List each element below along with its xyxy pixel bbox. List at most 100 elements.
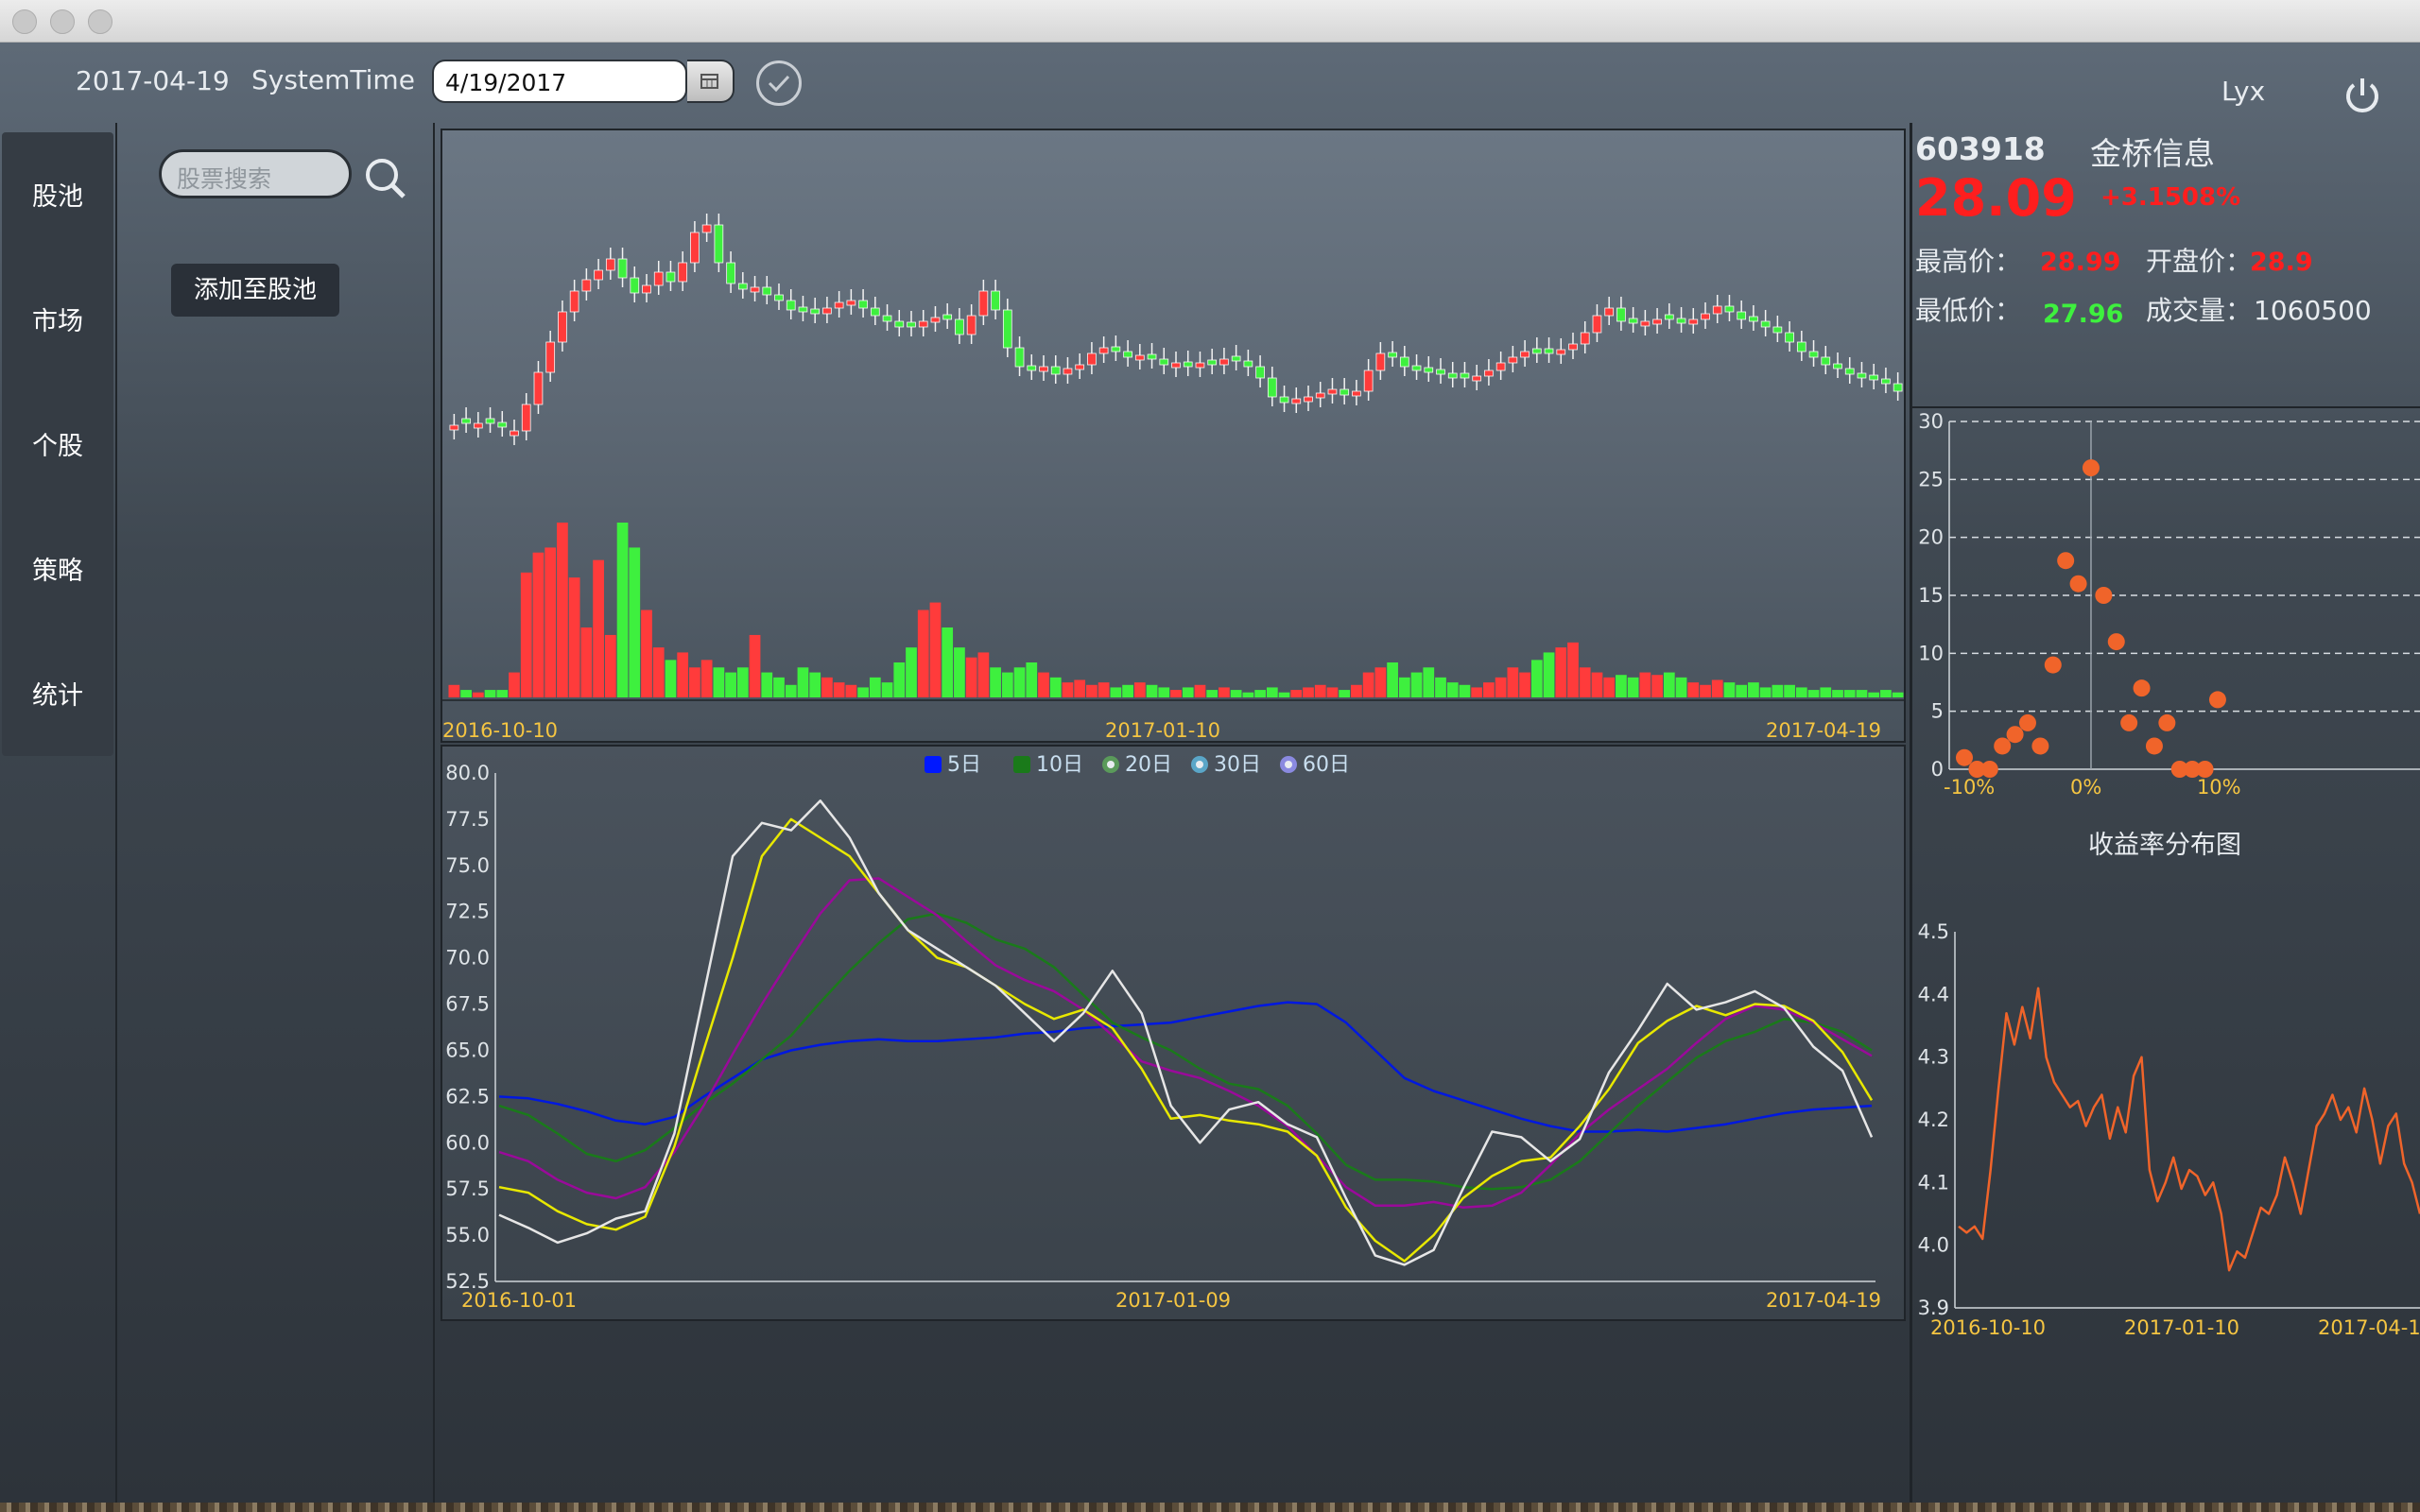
candle [594, 269, 603, 281]
candle [533, 371, 544, 405]
candle [1844, 368, 1855, 375]
search-icon[interactable] [364, 157, 407, 200]
volume-bar [1723, 682, 1736, 697]
x-tick-label: 10% [2197, 776, 2241, 799]
window-title-bar [0, 0, 2420, 43]
candle [1701, 313, 1710, 320]
candle [966, 315, 977, 335]
stock-search-input[interactable]: 股票搜索 [159, 149, 352, 198]
candle [918, 320, 928, 328]
legend-item[interactable]: 10日 [1013, 753, 1083, 777]
y-tick-label: 4.0 [1918, 1234, 1949, 1257]
nav-item-market[interactable]: 市场 [32, 307, 83, 336]
x-tick-label: 2017-04-19 [1766, 1289, 1881, 1312]
candle [714, 224, 724, 264]
legend-item[interactable]: 5日 [925, 753, 981, 777]
y-tick-label: 4.1 [1918, 1171, 1949, 1194]
volume-bar [652, 647, 665, 697]
confirm-date-button[interactable] [756, 60, 802, 106]
ma-line [498, 1001, 1873, 1133]
volume-bar [1086, 684, 1098, 697]
kline-chart: 2016-10-10 2017-01-10 2017-04-19 [442, 214, 1904, 742]
moving-average-panel: 5日 10日 20日 30日 60日 80.0 77.5 75.0 72.5 70.0 67.5 6… [441, 745, 1906, 1321]
volume-bar [544, 547, 557, 697]
candle [1219, 358, 1229, 366]
volume-bar [1795, 687, 1807, 697]
candle [666, 271, 676, 283]
volume-bar [1254, 690, 1266, 697]
scatter-point [2031, 737, 2049, 755]
candle [1869, 374, 1879, 381]
stock-price: 28.09 [1915, 168, 2077, 228]
volume-bar [1567, 642, 1579, 697]
scatter-point [2170, 761, 2188, 778]
x-tick-label: 2017-01-10 [2124, 1316, 2239, 1339]
legend-label: 5日 [947, 753, 981, 777]
volume-bar [472, 692, 484, 697]
volume-bar [1098, 682, 1110, 697]
y-tick-label: 15 [1918, 584, 1944, 607]
volume-bar [496, 690, 509, 697]
power-icon[interactable] [2341, 74, 2384, 117]
legend-item[interactable]: 20日 [1102, 753, 1172, 777]
candle [1171, 362, 1181, 369]
candle [1821, 356, 1831, 366]
candle [1796, 341, 1806, 352]
scatter-point [2208, 691, 2226, 709]
x-tick-label: 2017-04-19 [1766, 719, 1881, 741]
candle [1327, 388, 1338, 395]
candle [1808, 351, 1819, 358]
y-tick-label: 72.5 [445, 901, 490, 923]
maximize-window-button[interactable] [88, 9, 112, 34]
nav-item-stock[interactable]: 个股 [32, 432, 83, 461]
volume-bar [641, 610, 652, 697]
date-input[interactable]: 4/19/2017 [432, 60, 687, 103]
y-tick-label: 75.0 [445, 854, 490, 877]
scatter-point [2145, 737, 2163, 755]
nav-item-pool[interactable]: 股池 [32, 182, 83, 212]
minimize-window-button[interactable] [50, 9, 75, 34]
candle [1039, 366, 1048, 372]
y-tick-label: 62.5 [445, 1085, 490, 1108]
candle [1544, 348, 1554, 354]
y-tick-label: 55.0 [445, 1224, 490, 1246]
nav-item-statistics[interactable]: 统计 [32, 681, 83, 711]
candle [473, 422, 483, 429]
calendar-button[interactable] [687, 60, 735, 103]
candle [569, 290, 579, 313]
add-to-pool-button[interactable]: 添加至股池 [171, 264, 339, 317]
volume-bar [965, 657, 977, 697]
legend-item[interactable]: 30日 [1191, 753, 1261, 777]
volume-bar [616, 523, 629, 697]
legend-label: 20日 [1125, 753, 1172, 777]
candle [1520, 351, 1530, 358]
volume-bar [1843, 690, 1856, 697]
volume-bar [1158, 687, 1170, 697]
kline-panel: 2016-10-10 2017-01-10 2017-04-19 [441, 129, 1906, 743]
legend-item[interactable]: 60日 [1280, 753, 1350, 777]
volume-bar [1880, 690, 1892, 697]
nav-item-strategy[interactable]: 策略 [32, 557, 83, 586]
check-icon [768, 75, 790, 93]
scatter-point [1968, 761, 1986, 778]
volume-bar [1170, 690, 1182, 697]
candle [1291, 398, 1302, 404]
x-tick-label: 0% [2070, 776, 2101, 799]
close-window-button[interactable] [12, 9, 37, 34]
candle [1484, 369, 1494, 377]
volume-bar [1530, 660, 1543, 697]
volume-bar [460, 690, 472, 697]
candle [1556, 349, 1566, 355]
x-tick-label: 2016-10-10 [1930, 1316, 2046, 1339]
candle [1436, 369, 1445, 375]
candle [1388, 352, 1397, 358]
volume-bar [509, 672, 520, 697]
moving-average-chart: 5日 10日 20日 30日 60日 80.0 77.5 75.0 72.5 70.0 67.5 6… [445, 753, 1881, 1312]
volume-bar [906, 647, 917, 697]
volume-bar [1832, 690, 1843, 697]
candle [822, 307, 832, 315]
candle [750, 286, 760, 293]
candle [1568, 343, 1578, 351]
legend-label: 10日 [1036, 753, 1083, 777]
